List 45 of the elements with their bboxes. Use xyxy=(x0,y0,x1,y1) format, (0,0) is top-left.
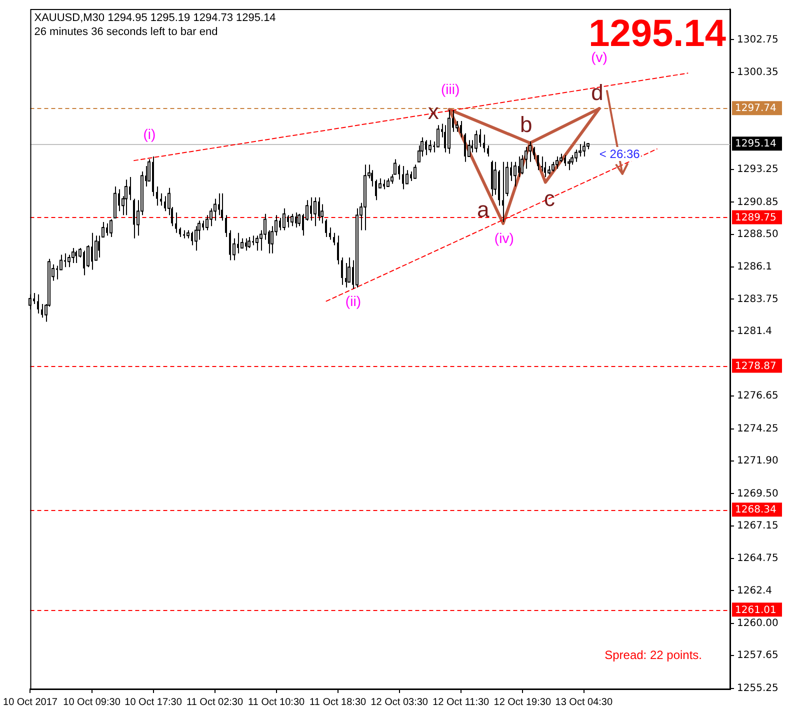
annotation: (i) xyxy=(143,126,156,142)
ref-line-label: 1278.87 xyxy=(735,360,776,372)
x-tick-label: 11 Oct 10:30 xyxy=(248,696,305,708)
x-tick-label: 10 Oct 09:30 xyxy=(63,696,121,708)
y-tick-label: 1260.00 xyxy=(737,618,778,630)
y-tick-label: 1276.65 xyxy=(737,390,778,402)
y-tick-label: 1269.50 xyxy=(737,488,778,500)
annotation: d xyxy=(591,80,604,105)
y-tick-label: 1290.85 xyxy=(737,196,778,208)
ref-line-label: 1297.74 xyxy=(735,103,776,114)
x-tick-label: 12 Oct 11:30 xyxy=(432,696,490,708)
x-tick-label: 12 Oct 19:30 xyxy=(494,696,552,708)
y-tick-label: 1267.15 xyxy=(737,520,778,532)
annotation: (ii) xyxy=(345,293,361,310)
annotation: < 26:36 xyxy=(598,147,641,161)
y-tick-label: 1257.65 xyxy=(737,650,778,662)
y-tick-label: 1271.90 xyxy=(737,456,778,467)
y-tick-label: 1300.35 xyxy=(737,67,778,78)
annotation: b xyxy=(520,112,532,137)
y-tick-label: 1262.4 xyxy=(737,585,772,596)
x-tick-label: 11 Oct 02:30 xyxy=(186,696,244,708)
x-tick-label: 11 Oct 18:30 xyxy=(310,696,367,708)
annotation: Spread: 22 points. xyxy=(604,648,702,662)
y-tick-label: 1283.75 xyxy=(737,294,778,305)
y-tick-label: 1293.25 xyxy=(737,164,778,176)
x-tick-label: 13 Oct 04:30 xyxy=(555,696,613,708)
annotation: (iii) xyxy=(440,81,460,98)
y-tick-label: 1302.75 xyxy=(737,34,778,46)
ref-line-label: 1295.14 xyxy=(735,138,776,150)
y-tick-label: 1281.4 xyxy=(737,326,772,337)
chart-title: XAUUSD,M30 1294.95 1295.19 1294.73 1295.14 xyxy=(34,12,276,24)
ref-line-label: 1261.01 xyxy=(735,604,776,616)
x-tick-label: 12 Oct 03:30 xyxy=(370,696,428,708)
y-tick-label: 1286.1 xyxy=(737,262,772,273)
annotation: (iv) xyxy=(494,230,514,246)
y-tick-label: 1264.75 xyxy=(737,553,778,564)
x-tick-label: 10 Oct 2017 xyxy=(3,696,58,708)
ref-line-label: 1289.75 xyxy=(735,212,776,224)
text: 26 minutes 36 seconds left to bar end xyxy=(34,26,218,38)
y-tick-label: 1274.25 xyxy=(737,423,778,434)
ref-line-label: 1268.34 xyxy=(735,504,776,516)
annotation: a xyxy=(477,196,490,222)
y-tick-label: 1288.50 xyxy=(737,228,778,240)
y-tick-label: 1255.25 xyxy=(737,682,778,694)
x-tick-label: 10 Oct 17:30 xyxy=(124,696,182,708)
